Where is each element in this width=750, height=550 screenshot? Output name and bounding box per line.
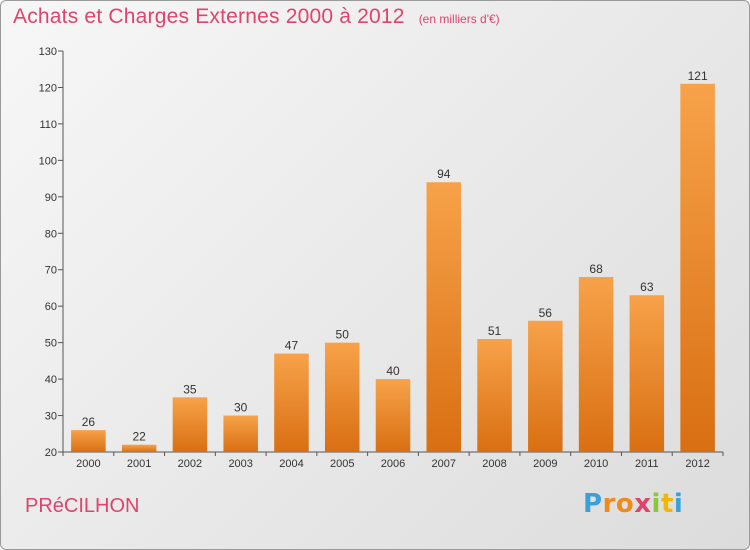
bar (223, 415, 258, 452)
x-tick-label: 2010 (584, 458, 608, 470)
logo-letter: i (673, 489, 684, 519)
bar (324, 342, 360, 452)
bar (528, 320, 563, 452)
bars-group (71, 83, 715, 453)
bar (172, 397, 208, 452)
data-label: 50 (336, 328, 350, 342)
x-tick-label: 2009 (533, 458, 557, 470)
y-tick-label: 60 (45, 301, 57, 313)
y-tick-label: 50 (45, 338, 57, 350)
bar (71, 430, 106, 452)
y-tick-label: 120 (39, 82, 57, 94)
y-tick-label: 20 (45, 447, 57, 459)
data-label: 22 (132, 430, 146, 444)
data-label: 47 (285, 339, 299, 353)
logo-letter: P (583, 489, 603, 519)
data-label: 68 (589, 262, 603, 276)
commune-name: PRéCILHON (25, 495, 140, 517)
data-label: 30 (234, 401, 248, 415)
y-tick-label: 80 (45, 228, 57, 240)
bar (477, 338, 512, 452)
logo-letter: x (634, 489, 652, 519)
labels-group: 2000 26 2001 22 2002 35 2003 30 2004 47 2005 50 2006… (76, 69, 710, 470)
proxiti-logo: Proxiti (583, 489, 683, 519)
bar (274, 353, 309, 452)
data-label: 35 (183, 382, 197, 396)
chart-subtitle: (en milliers d'€) (418, 12, 500, 26)
x-tick-label: 2007 (432, 458, 456, 470)
x-tick-label: 2011 (635, 458, 659, 470)
x-tick-label: 2004 (279, 458, 303, 470)
logo-letter: r (602, 489, 616, 519)
y-tick-label: 110 (39, 119, 57, 131)
title-row: Achats et Charges Externes 2000 à 2012 (… (13, 5, 500, 29)
data-label: 94 (437, 167, 451, 181)
y-tick-label: 130 (39, 46, 57, 58)
logo-letter: o (615, 489, 635, 519)
logo-letter: t (660, 489, 674, 519)
x-tick-label: 2001 (127, 458, 151, 470)
y-tick-label: 40 (45, 374, 57, 386)
x-tick-label: 2003 (228, 458, 252, 470)
x-tick-label: 2008 (482, 458, 506, 470)
data-label: 121 (688, 69, 708, 83)
y-tick-label: 90 (45, 192, 57, 204)
bar (121, 444, 157, 452)
data-label: 51 (488, 324, 502, 338)
y-tick-label: 70 (45, 265, 57, 277)
bar (578, 277, 614, 452)
x-tick-label: 2012 (685, 458, 709, 470)
x-tick-label: 2006 (381, 458, 405, 470)
bar (629, 295, 665, 452)
x-tick-label: 2000 (76, 458, 100, 470)
bar (680, 83, 715, 453)
bar (426, 182, 462, 452)
data-label: 56 (539, 306, 553, 320)
chart-title: Achats et Charges Externes 2000 à 2012 (13, 5, 405, 28)
data-label: 26 (82, 415, 96, 429)
x-tick-label: 2002 (178, 458, 202, 470)
logo-letter: i (651, 489, 661, 519)
data-label: 63 (640, 280, 654, 294)
data-label: 40 (386, 364, 400, 378)
y-tick-label: 30 (45, 411, 57, 423)
bar (375, 379, 411, 452)
x-tick-label: 2005 (330, 458, 354, 470)
y-tick-label: 100 (39, 155, 57, 167)
